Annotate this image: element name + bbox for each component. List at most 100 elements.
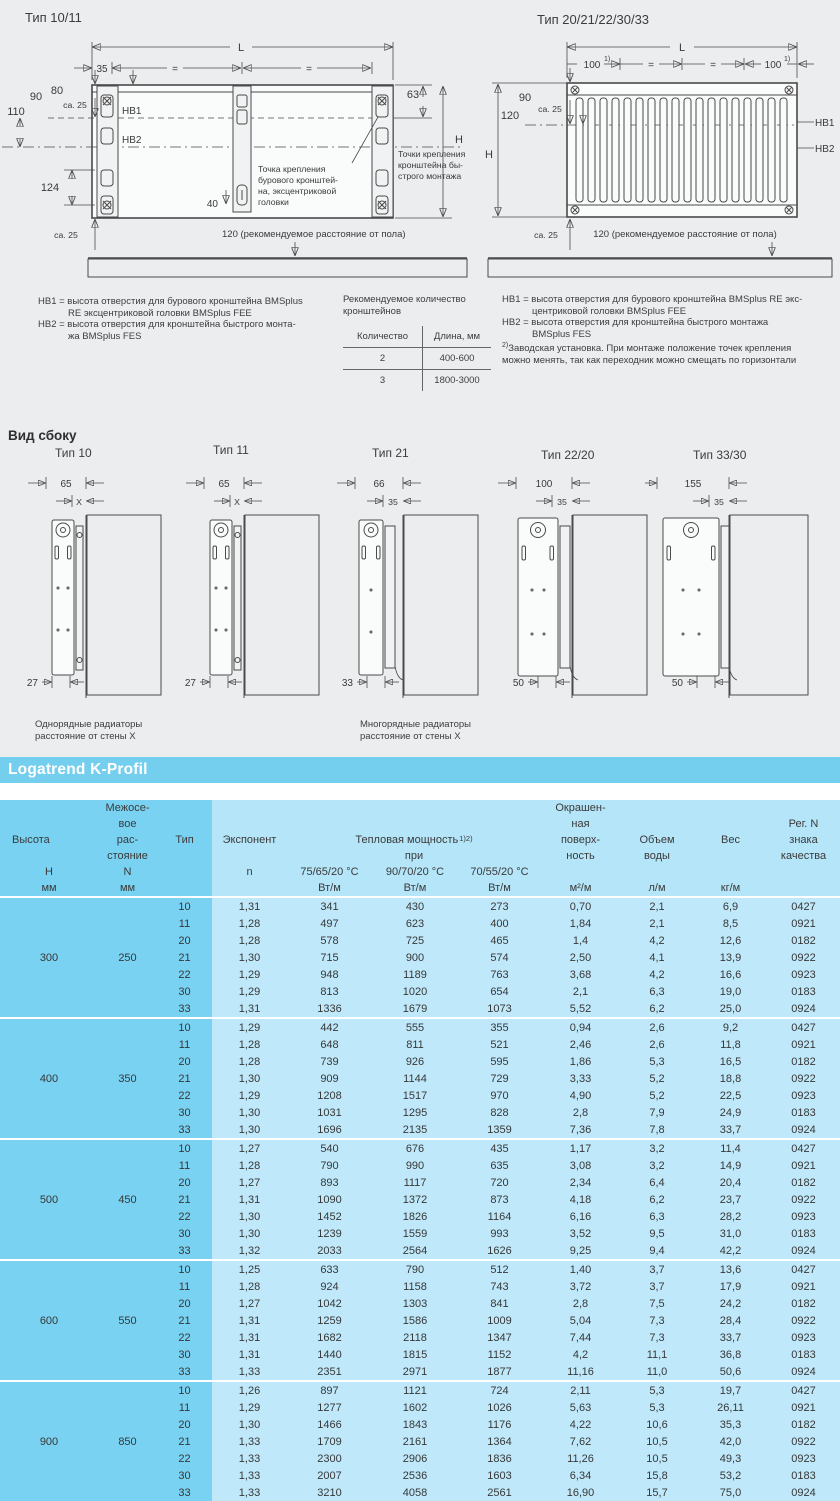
data-cell: 1,31 <box>238 1314 261 1327</box>
dim-124: 124 <box>41 182 59 194</box>
data-cell: 1,86 <box>569 1055 592 1068</box>
data-cell: 6,2 <box>649 1002 665 1015</box>
group-cell: 20 <box>178 1055 191 1068</box>
table-row: 33 1,33 3210 4058 2561 16,90 15,7 75,0 0924 <box>0 1484 840 1501</box>
data-cell: 1,28 <box>238 1038 261 1051</box>
group-cell <box>98 1450 157 1467</box>
data-cell: 4,22 <box>569 1418 592 1431</box>
data-cell: 1,25 <box>238 1263 261 1276</box>
group-cell <box>98 983 157 1000</box>
data-cell: 4,2 <box>572 1348 589 1361</box>
front-panel <box>517 517 559 677</box>
data-cell: 7,62 <box>569 1435 592 1448</box>
data-cell: 900 <box>405 951 425 964</box>
dim-eq2: = <box>306 64 312 75</box>
panel <box>209 519 233 676</box>
diagram-title-left: Тип 10/11 <box>25 10 82 25</box>
table-row: 20 1,27 893 1117 720 2,34 6,4 20,4 0182 <box>0 1174 840 1191</box>
bracket-hook <box>569 665 579 681</box>
data-cell: 3,72 <box>569 1280 592 1293</box>
group-cell <box>0 898 98 915</box>
data-cell: 1239 <box>317 1227 342 1240</box>
data-cell: 1026 <box>487 1401 512 1414</box>
data-cell: 715 <box>320 951 339 964</box>
group-cell <box>98 1363 157 1380</box>
data-cell: 1009 <box>487 1314 512 1327</box>
data-cell: 6,9 <box>722 900 739 913</box>
data-cell: 1452 <box>317 1210 342 1223</box>
ground-hatch <box>87 258 468 278</box>
data-cell: 1,32 <box>238 1244 261 1257</box>
data-cell: 7,5 <box>649 1297 665 1310</box>
dim-ca25-top: ca. 25 <box>538 104 562 114</box>
data-cell: 1,31 <box>238 1331 261 1344</box>
table-row: 11 1,28 924 1158 743 3,72 3,7 17,9 0921 <box>0 1278 840 1295</box>
data-cell: 1,26 <box>238 1384 261 1397</box>
caption-single-row: Однорядные радиаторы расстояние от стены… <box>35 719 143 742</box>
group-cell <box>0 1399 98 1416</box>
data-cell: 897 <box>320 1384 339 1397</box>
table-row: 11 1,28 790 990 635 3,08 3,2 14,9 0921 <box>0 1157 840 1174</box>
table-row: 33 1,33 2351 2971 1877 11,16 11,0 50,6 0924 <box>0 1363 840 1380</box>
wall-hatch <box>403 514 479 696</box>
group-cell <box>98 1467 157 1484</box>
data-cell: 4,18 <box>569 1193 592 1206</box>
data-cell: 1,27 <box>238 1142 261 1155</box>
group-cell: 33 <box>178 1123 191 1136</box>
data-cell: 53,2 <box>719 1469 742 1482</box>
data-cell: 9,2 <box>722 1021 739 1034</box>
data-cell: 5,3 <box>649 1384 665 1397</box>
table-row: 10 1,31 341 430 273 0,70 2,1 6,9 0427 <box>0 898 840 915</box>
group-cell: 22 <box>178 1331 191 1344</box>
footnote-left-block: HB1 = высота отверстия для бурового крон… <box>38 296 303 342</box>
group-cell: 20 <box>178 1297 191 1310</box>
data-cell: 0923 <box>791 1210 816 1223</box>
data-cell: 12,6 <box>719 934 742 947</box>
group-cell: 21 <box>178 1193 191 1206</box>
floor-distance-label: 120 (рекомендуемое расстояние от пола) <box>222 229 406 240</box>
group-cell: 22 <box>178 1452 191 1465</box>
col-header-spacing: рас- <box>116 834 139 846</box>
wall-hatch <box>729 514 809 696</box>
data-cell: 50,6 <box>719 1365 742 1378</box>
svg-text:бурового кронштей-: бурового кронштей- <box>258 175 338 185</box>
group-cell: 20 <box>178 1418 191 1431</box>
group-cell <box>0 1174 98 1191</box>
data-cell: 1,29 <box>238 1021 261 1034</box>
dim-ca25-top: ca. 25 <box>63 100 87 110</box>
svg-text:на, эксцентриковой: на, эксцентриковой <box>258 186 336 196</box>
group-cell: 850 <box>118 1435 137 1448</box>
data-cell: 36,8 <box>719 1348 742 1361</box>
data-cell: 623 <box>405 917 425 930</box>
data-cell: 5,3 <box>649 1401 665 1414</box>
data-cell: 2351 <box>317 1365 342 1378</box>
data-cell: 3,7 <box>649 1280 665 1293</box>
data-cell: 0923 <box>791 1452 816 1465</box>
data-cell: 993 <box>490 1227 509 1240</box>
dim-eq1: = <box>172 64 178 75</box>
data-cell: 1336 <box>317 1002 342 1015</box>
data-cell: 2118 <box>403 1331 427 1344</box>
data-cell: 35,3 <box>719 1418 742 1431</box>
data-cell: 33,7 <box>719 1331 742 1344</box>
data-cell: 1020 <box>402 985 428 998</box>
data-cell: 430 <box>405 900 425 913</box>
dim-depth: 65 <box>218 479 230 490</box>
data-cell: 1517 <box>402 1089 428 1102</box>
data-cell: 4,1 <box>649 951 665 964</box>
data-cell: 1090 <box>317 1193 342 1206</box>
data-cell: 1877 <box>487 1365 512 1378</box>
group-cell <box>98 1036 157 1053</box>
unit-m2-per-m: м²/м <box>569 882 592 894</box>
data-cell: 13,6 <box>719 1263 742 1276</box>
dim-90: 90 <box>30 91 42 103</box>
data-cell: 828 <box>490 1106 509 1119</box>
data-cell: 2971 <box>402 1365 428 1378</box>
data-cell: 22,5 <box>719 1089 742 1102</box>
table-row: 10 1,26 897 1121 724 2,11 5,3 19,7 0427 <box>0 1380 840 1399</box>
svg-text:кронштейна бы-: кронштейна бы- <box>398 160 463 170</box>
data-cell: 0922 <box>791 1314 816 1327</box>
group-cell <box>0 1242 98 1259</box>
data-cell: 42,2 <box>719 1244 742 1257</box>
data-cell: 7,8 <box>649 1123 665 1136</box>
